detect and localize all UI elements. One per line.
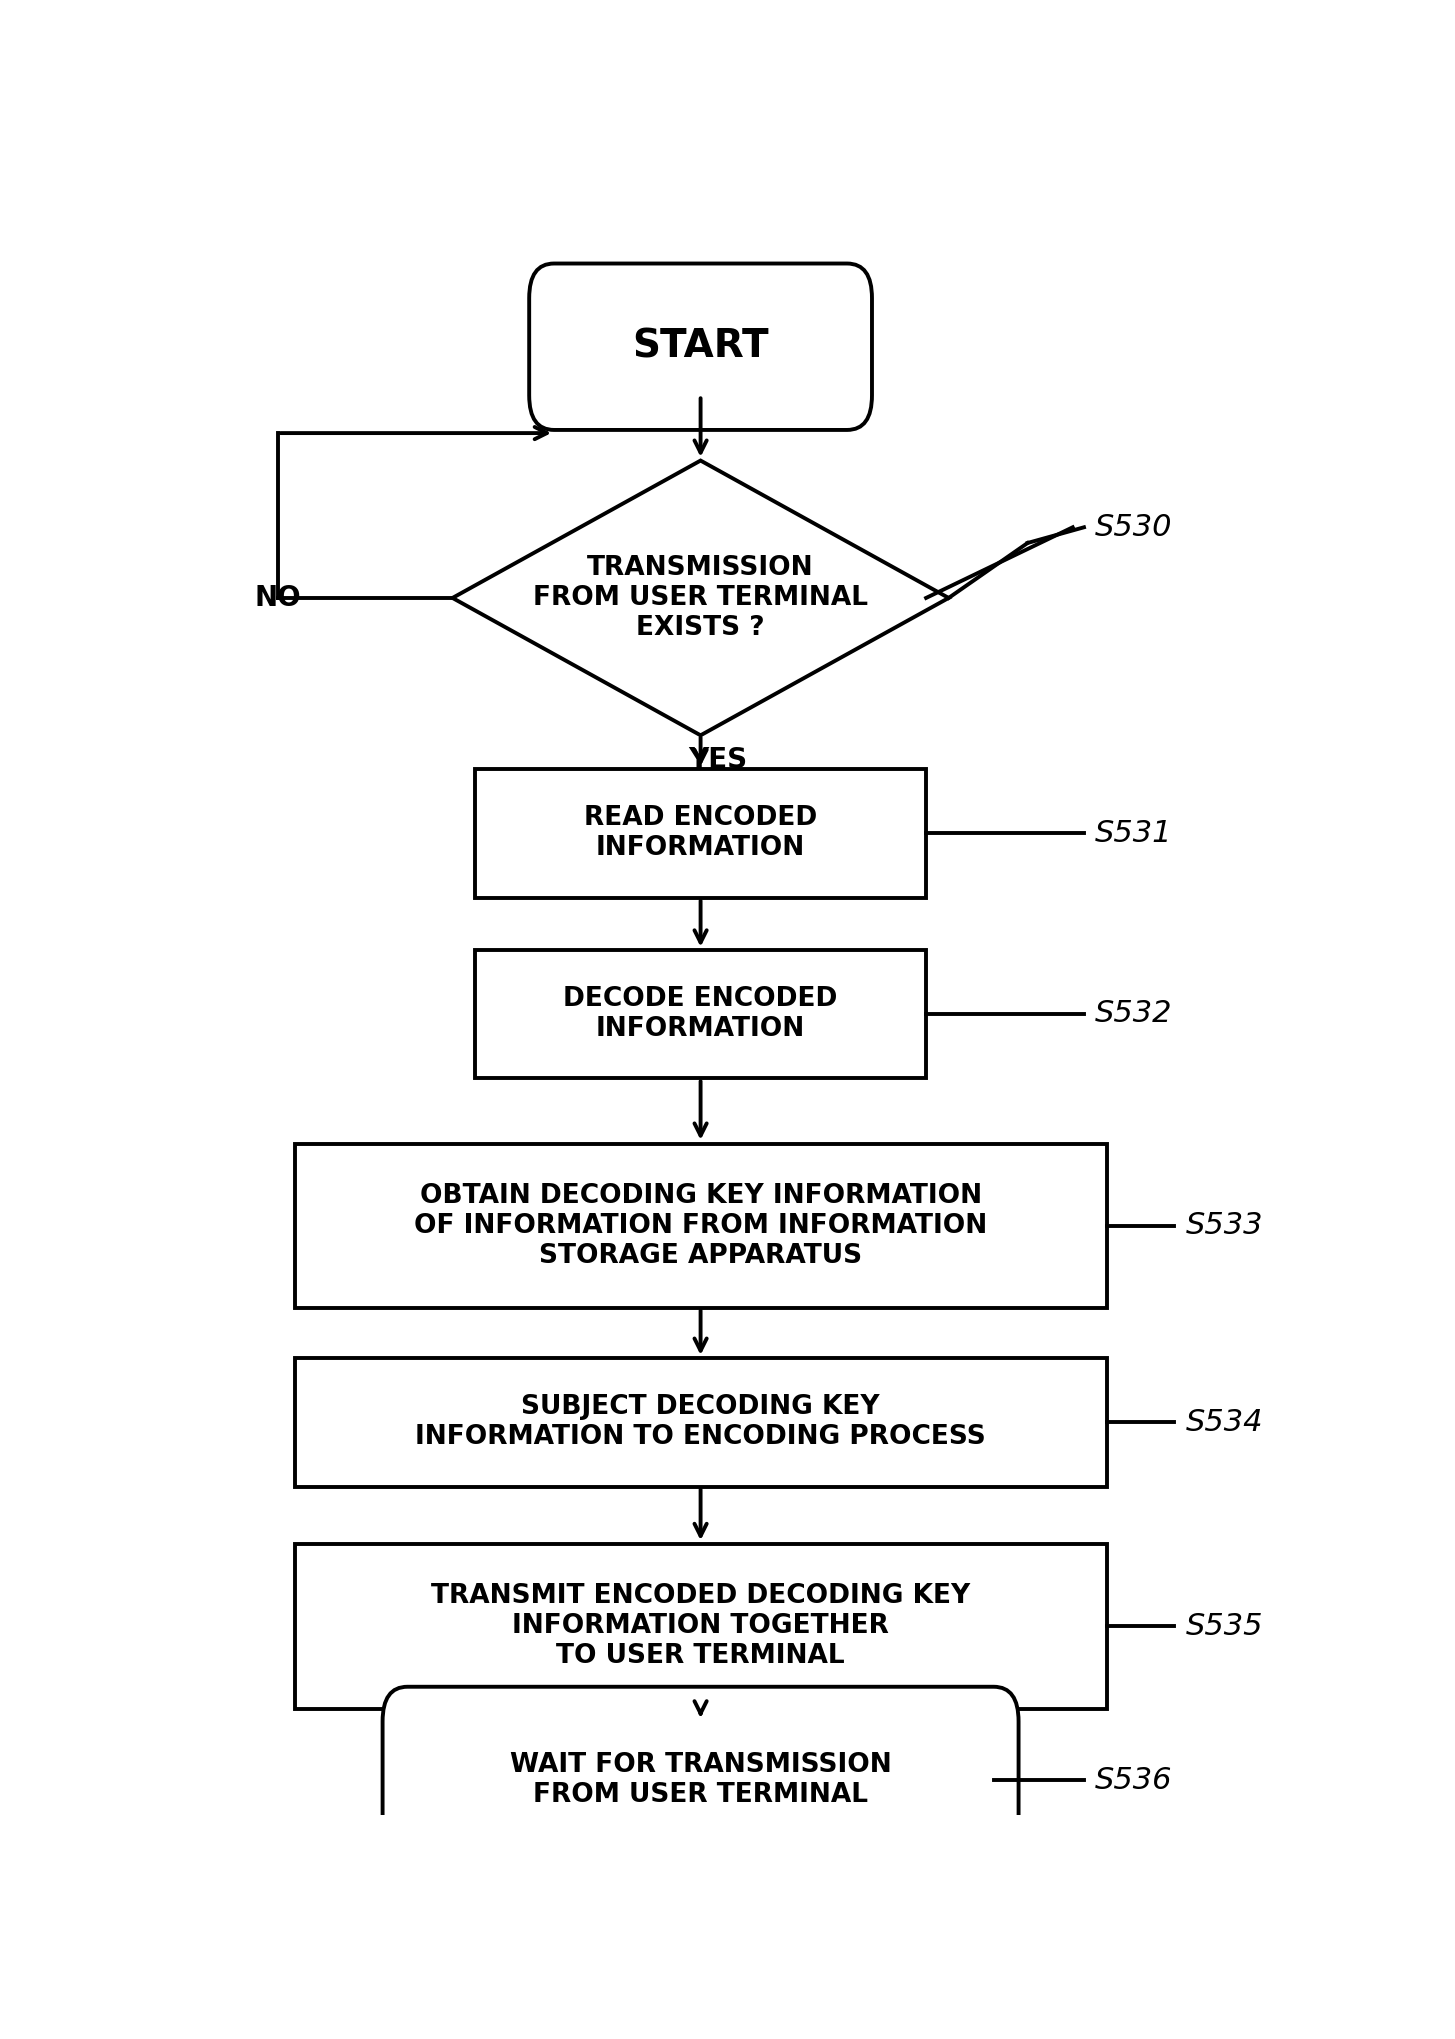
Text: S530: S530 <box>1096 512 1173 542</box>
Text: DECODE ENCODED
INFORMATION: DECODE ENCODED INFORMATION <box>563 987 838 1042</box>
Text: READ ENCODED
INFORMATION: READ ENCODED INFORMATION <box>583 805 818 860</box>
FancyBboxPatch shape <box>383 1686 1018 1874</box>
Bar <box>295 1144 1107 1309</box>
Text: NO: NO <box>255 583 301 612</box>
FancyBboxPatch shape <box>530 263 872 430</box>
Text: S535: S535 <box>1186 1611 1263 1641</box>
Text: START: START <box>633 328 768 365</box>
Text: S531: S531 <box>1096 820 1173 848</box>
Text: S536: S536 <box>1096 1766 1173 1794</box>
Text: SUBJECT DECODING KEY
INFORMATION TO ENCODING PROCESS: SUBJECT DECODING KEY INFORMATION TO ENCO… <box>415 1395 986 1450</box>
Bar <box>295 1544 1107 1709</box>
Bar <box>474 769 927 897</box>
Text: YES: YES <box>688 746 746 773</box>
Text: S533: S533 <box>1186 1211 1263 1240</box>
Text: S532: S532 <box>1096 999 1173 1028</box>
Text: S534: S534 <box>1186 1407 1263 1437</box>
Bar <box>474 950 927 1079</box>
Text: WAIT FOR TRANSMISSION
FROM USER TERMINAL: WAIT FOR TRANSMISSION FROM USER TERMINAL <box>509 1752 892 1809</box>
Text: TRANSMISSION
FROM USER TERMINAL
EXISTS ?: TRANSMISSION FROM USER TERMINAL EXISTS ? <box>533 555 869 640</box>
Bar <box>295 1358 1107 1486</box>
Text: TRANSMIT ENCODED DECODING KEY
INFORMATION TOGETHER
TO USER TERMINAL: TRANSMIT ENCODED DECODING KEY INFORMATIO… <box>431 1584 970 1670</box>
Text: OBTAIN DECODING KEY INFORMATION
OF INFORMATION FROM INFORMATION
STORAGE APPARATU: OBTAIN DECODING KEY INFORMATION OF INFOR… <box>415 1183 986 1268</box>
Polygon shape <box>453 461 949 736</box>
